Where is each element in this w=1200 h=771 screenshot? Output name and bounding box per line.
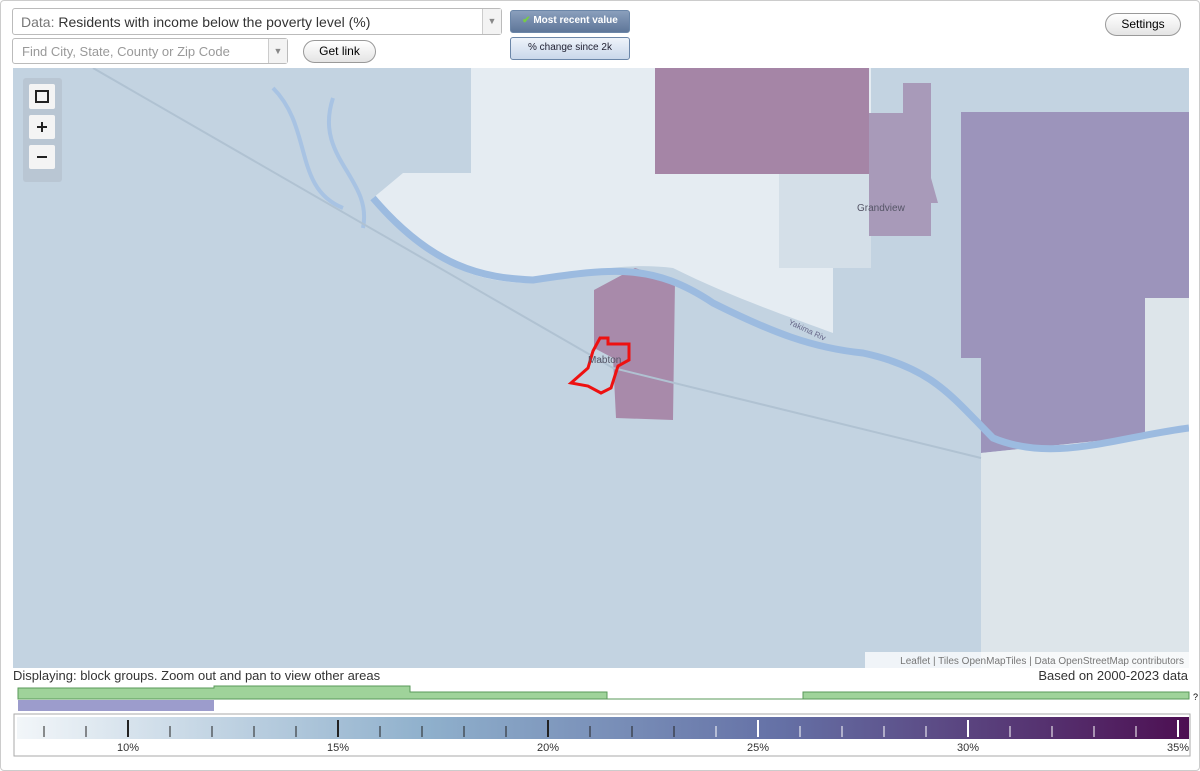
- change-toggle[interactable]: % change since 2k: [510, 37, 630, 60]
- colorbar-label: 35%: [1167, 742, 1189, 754]
- stream: [271, 86, 367, 229]
- colorbar-label: 15%: [327, 742, 349, 754]
- histogram: [17, 685, 1190, 700]
- place-label: Grandview: [857, 203, 906, 214]
- settings-button[interactable]: Settings: [1105, 13, 1181, 36]
- region-light: [981, 298, 1189, 668]
- zoom-in-icon: [37, 122, 47, 132]
- colorbar-label: 20%: [537, 742, 559, 754]
- colorbar-label: 30%: [957, 742, 979, 754]
- select-arrow: ▼: [482, 9, 501, 34]
- place-label: Mabton: [588, 355, 621, 366]
- based-on-text: Based on 2000-2023 data: [1038, 668, 1188, 683]
- histogram-bar: [18, 700, 214, 711]
- most-recent-text: Most recent value: [533, 15, 618, 26]
- get-link-button[interactable]: Get link: [303, 40, 376, 63]
- road: [92, 68, 982, 459]
- data-value: Residents with income below the poverty …: [58, 14, 371, 30]
- river: [370, 195, 1189, 453]
- displaying-text: Displaying: block groups. Zoom out and p…: [13, 668, 381, 683]
- data-label: Data:: [21, 14, 55, 30]
- attribution-bg: [865, 652, 1189, 668]
- attribution: Leaflet | Tiles OpenMapTiles | Data Open…: [900, 656, 1184, 667]
- colorbar: [17, 717, 1189, 739]
- region: [779, 168, 871, 268]
- selected-area[interactable]: [567, 336, 631, 395]
- region-purple: [655, 68, 869, 174]
- colorbar-label: 25%: [747, 742, 769, 754]
- fullscreen-icon: [35, 90, 49, 103]
- region-purple: [869, 83, 938, 236]
- legend: ? 10% 15% 20% 25% 30% 35%: [13, 685, 1198, 757]
- most-recent-toggle[interactable]: ✔ Most recent value: [510, 10, 630, 33]
- map[interactable]: Grandview Mabton Yakima Riv Leaflet | Ti…: [13, 68, 1189, 668]
- search-box[interactable]: Find City, State, County or Zip Code ▼: [12, 38, 288, 64]
- data-select[interactable]: Data: Residents with income below the po…: [12, 8, 502, 35]
- colorbar-label: 10%: [117, 742, 139, 754]
- help[interactable]: ?: [1193, 692, 1198, 702]
- region-purple: [961, 112, 1189, 453]
- search-arrow: ▼: [268, 39, 287, 63]
- search-placeholder: Find City, State, County or Zip Code: [22, 44, 230, 59]
- fullscreen-button[interactable]: [29, 84, 55, 109]
